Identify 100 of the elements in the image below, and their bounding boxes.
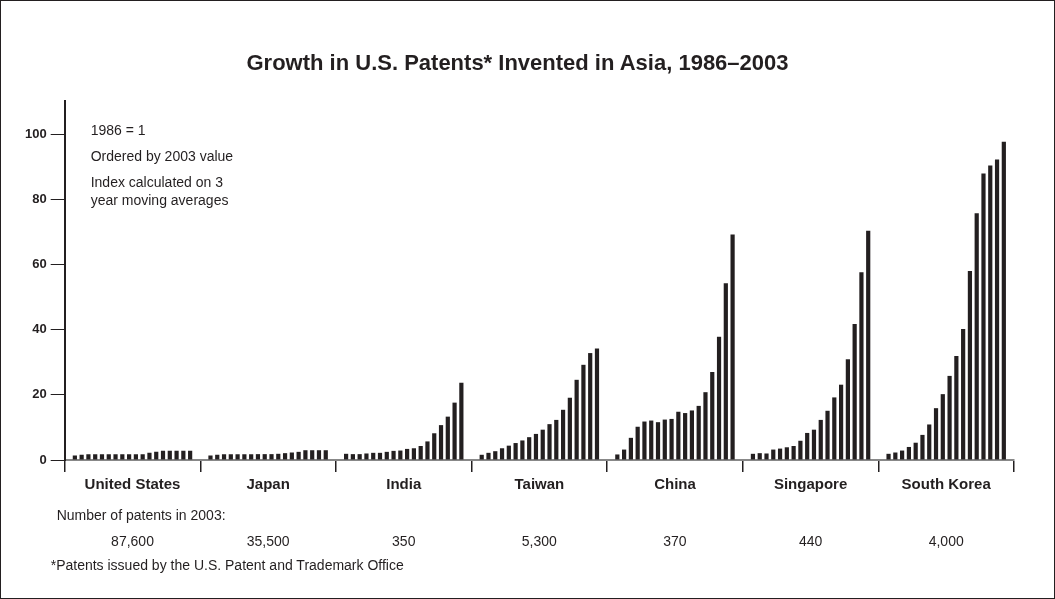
text: 5,300 — [521, 533, 558, 549]
bar — [364, 453, 369, 460]
bar — [750, 453, 756, 460]
bar — [547, 424, 552, 460]
bar — [445, 416, 450, 460]
bar — [411, 448, 416, 460]
bar — [350, 454, 355, 460]
bar — [120, 454, 125, 460]
bar — [160, 450, 166, 460]
bar — [689, 410, 695, 460]
bar — [432, 433, 437, 460]
y-tick-label: 0 — [39, 451, 47, 467]
bar — [818, 419, 823, 460]
bar — [371, 452, 376, 460]
bar — [554, 419, 559, 460]
bar — [913, 442, 918, 460]
text: 4,000 — [928, 533, 964, 549]
bar — [215, 454, 220, 460]
bar — [127, 454, 132, 460]
bar — [581, 364, 586, 460]
bar — [771, 449, 776, 460]
bar — [764, 453, 769, 460]
bar — [716, 336, 722, 460]
x-tick-label: China — [654, 475, 697, 493]
bar — [723, 283, 728, 460]
bar — [811, 429, 817, 460]
bar — [628, 437, 633, 460]
y-tick-label: 80 — [32, 190, 47, 206]
x-tick-label: Japan — [246, 475, 290, 493]
x-tick-label: United States — [84, 475, 181, 493]
bar — [920, 434, 925, 460]
bar — [425, 441, 430, 460]
bar — [479, 454, 484, 460]
bar — [513, 443, 518, 460]
bar — [154, 451, 159, 460]
bar — [940, 394, 945, 460]
bar — [133, 454, 138, 460]
bar — [588, 353, 593, 460]
bar — [866, 230, 871, 460]
bar — [655, 422, 661, 460]
x-tick-label: Taiwan — [514, 475, 565, 493]
text: 35,500 — [246, 533, 290, 549]
bar — [269, 454, 274, 460]
bar — [994, 159, 1000, 460]
bar — [520, 440, 525, 460]
bar — [228, 454, 233, 460]
bar — [242, 454, 247, 460]
text: 370 — [663, 533, 687, 549]
bar — [113, 454, 118, 460]
bar — [791, 445, 796, 460]
bar — [499, 448, 505, 460]
text: Number of patents in 2003: — [56, 507, 226, 523]
bar — [86, 454, 91, 460]
bar — [798, 440, 803, 460]
bar — [757, 453, 762, 460]
bar — [438, 425, 444, 460]
bar — [452, 402, 457, 460]
bar — [93, 454, 98, 460]
bar — [533, 433, 539, 460]
bar — [357, 454, 362, 460]
y-tick-label: 100 — [24, 125, 47, 141]
bar — [303, 450, 308, 460]
bar — [852, 324, 857, 460]
bar — [696, 405, 701, 460]
bar — [710, 371, 715, 460]
bar — [594, 348, 600, 460]
bar — [981, 173, 986, 460]
bar — [167, 450, 172, 460]
bar — [208, 455, 213, 460]
bar — [459, 382, 464, 460]
bar — [832, 397, 837, 460]
bar — [188, 450, 193, 460]
bar — [988, 165, 993, 460]
bar — [974, 213, 979, 460]
bar — [730, 234, 735, 460]
text: 440 — [798, 533, 823, 549]
bar — [72, 455, 77, 460]
bar — [391, 450, 396, 460]
text: 350 — [392, 533, 416, 549]
y-tick-label: 40 — [32, 321, 47, 337]
y-tick-label: 20 — [32, 386, 47, 402]
bar — [845, 359, 850, 460]
bar — [635, 426, 640, 460]
bar — [967, 270, 973, 460]
bar — [343, 453, 349, 460]
bar — [642, 421, 647, 460]
bar — [662, 419, 667, 460]
x-tick-label: India — [386, 475, 422, 493]
bar — [147, 452, 152, 460]
bar — [906, 446, 911, 460]
bar — [933, 408, 939, 460]
bar — [886, 453, 891, 460]
annotation: Ordered by 2003 value — [90, 148, 234, 165]
bar — [893, 452, 898, 460]
chart-title: Growth in U.S. Patents* Invented in Asia, 1986–2003 — [246, 50, 789, 76]
bar — [384, 451, 389, 460]
bar — [255, 454, 261, 460]
bar — [676, 411, 681, 460]
bar — [838, 384, 844, 460]
annotation: 1986 = 1 — [90, 122, 146, 139]
